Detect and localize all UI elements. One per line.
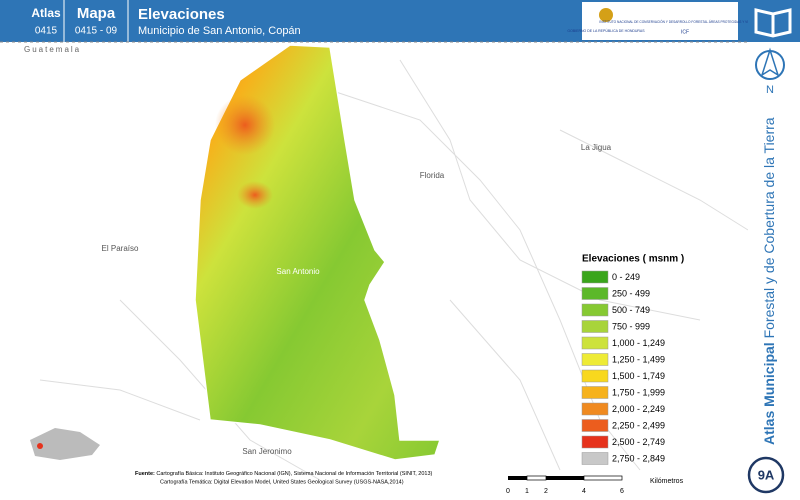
scale-tick: 2 [544, 488, 548, 495]
source-line: Cartografía Básica: Instituto Geográfico… [156, 471, 432, 477]
legend-label: 1,750 - 1,999 [612, 387, 665, 397]
sidebar [748, 42, 800, 500]
place-label: El Paraíso [102, 244, 139, 253]
series-rest: Forestal y de Cobertura de la Tierra [761, 117, 777, 338]
scale-segment [526, 475, 547, 481]
logo-emblem [599, 8, 613, 22]
legend-swatch [581, 435, 609, 449]
legend-label: 1,500 - 1,749 [612, 371, 665, 381]
legend-swatch [581, 386, 609, 399]
legend-swatch [581, 452, 609, 465]
series-bold: Atlas Municipal [761, 342, 777, 445]
legend-label: 2,000 - 2,249 [612, 404, 665, 414]
scale-bar: 0 1 2 4 6 [506, 475, 624, 495]
place-label: San Jeronimo [242, 447, 292, 456]
atlas-code: 0415 [35, 26, 58, 37]
legend-swatch [581, 353, 609, 366]
scale-tick: 6 [620, 488, 624, 495]
series-title: Atlas Municipal Forestal y de Cobertura … [761, 117, 777, 445]
scale-segment [508, 476, 527, 480]
north-arrow [760, 47, 780, 77]
north-circle [755, 50, 785, 80]
source: Fuente: Cartografía Básica: Instituto Ge… [135, 471, 433, 477]
legend-label: 1,250 - 1,499 [612, 354, 665, 364]
legend-label: 2,750 - 2,849 [612, 453, 665, 463]
legend-swatch [581, 303, 609, 317]
legend-swatch [581, 336, 609, 350]
mapa-code: 0415 - 09 [75, 26, 118, 37]
legend-swatch [581, 402, 609, 416]
inset-map [30, 428, 100, 460]
subtitle: Municipio de San Antonio, Copán [138, 25, 301, 37]
badge [747, 456, 785, 494]
atlas-label: Atlas [31, 6, 61, 20]
scale-segment [546, 476, 584, 480]
mapa-label: Mapa [77, 5, 116, 22]
logo-gov: GOBIERNO DE LA REPÚBLICA DE HONDURAS [567, 29, 645, 33]
high-elevation [215, 95, 275, 155]
scale-unit: Kilómetros [650, 478, 684, 485]
scale-tick: 4 [582, 488, 586, 495]
legend-title: Elevaciones ( msnm ) [582, 254, 684, 265]
legend-swatch [581, 369, 609, 383]
north-label: N [766, 84, 774, 96]
scale-tick: 1 [525, 488, 529, 495]
legend-label: 750 - 999 [612, 321, 650, 331]
source-line: Cartografía Temática: Digital Elevation … [160, 479, 404, 485]
legend-label: 1,000 - 1,249 [612, 338, 665, 348]
place-label: La Jigua [581, 143, 612, 152]
legend-label: 500 - 749 [612, 305, 650, 315]
legend: 0 - 249 250 - 499 500 - 749 750 - 999 1,000 … [581, 270, 665, 465]
place-label: San Antonio [276, 267, 320, 276]
legend-swatch [581, 320, 609, 333]
legend-label: 250 - 499 [612, 288, 650, 298]
scale-tick: 0 [506, 488, 510, 495]
badge-label: 9A [758, 467, 775, 482]
place-label: Guatemala [24, 45, 81, 54]
legend-swatch [581, 270, 609, 284]
legend-label: 2,500 - 2,749 [612, 437, 665, 447]
logo-icf-short: ICF [681, 29, 689, 35]
high-elevation [237, 181, 273, 209]
title: Elevaciones [138, 6, 225, 23]
book-icon [754, 8, 792, 38]
inset-locator [37, 443, 43, 449]
logo-icf: INSTITUTO NACIONAL DE CONSERVACIÓN Y DES… [599, 19, 770, 24]
source-label: Fuente: [135, 471, 155, 477]
legend-label: 0 - 249 [612, 272, 640, 282]
legend-swatch [581, 287, 609, 300]
legend-label: 2,250 - 2,499 [612, 420, 665, 430]
legend-swatch [581, 419, 609, 432]
place-label: Florida [420, 171, 445, 180]
scale-segment [583, 475, 623, 481]
